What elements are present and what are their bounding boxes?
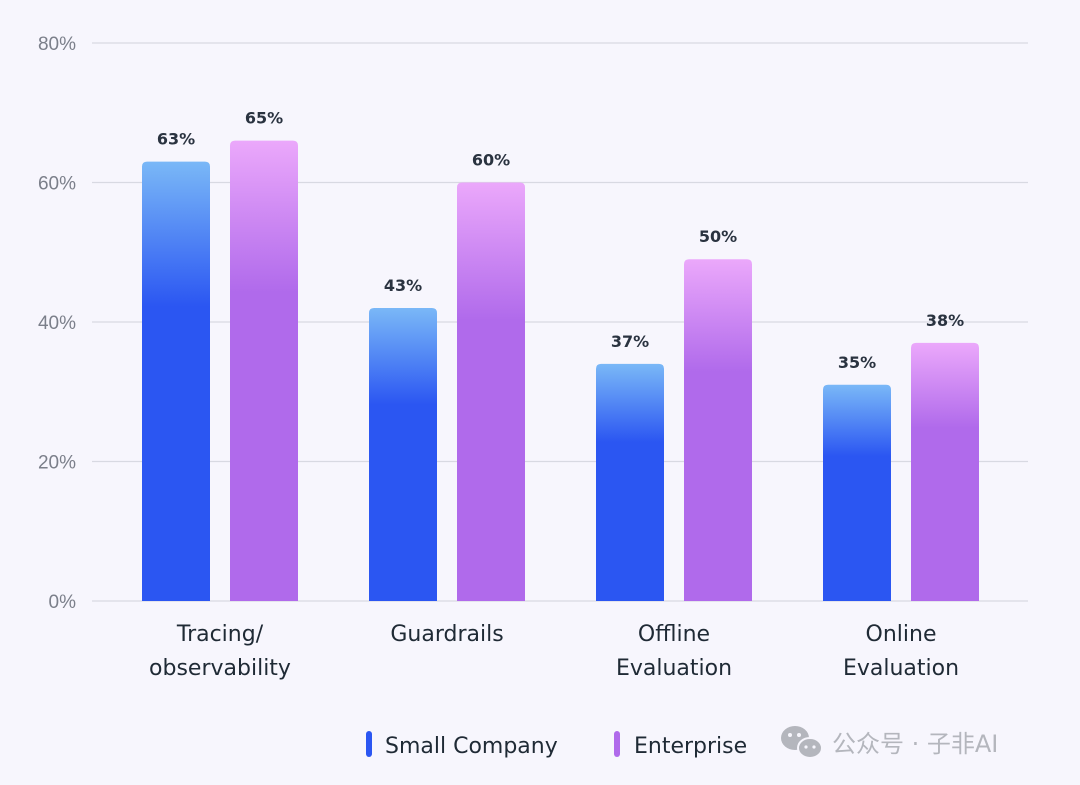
- value-label: 38%: [926, 311, 964, 330]
- x-category-label: Evaluation: [843, 656, 959, 681]
- wechat-icon: [781, 726, 823, 759]
- bar-small-company-1: [369, 308, 437, 601]
- legend-label-small-company: Small Company: [385, 734, 558, 759]
- value-label: 35%: [838, 353, 876, 372]
- x-axis-categories: Tracing/observability Guardrails Offline Ev…: [149, 622, 959, 681]
- y-tick-label: 80%: [38, 34, 76, 55]
- legend-swatch-small-company: [366, 731, 372, 757]
- value-labels: 63% 65% 43% 60% 37% 50% 35% 38%: [157, 109, 964, 372]
- y-tick-label: 60%: [38, 174, 76, 195]
- bar-small-company-3: [823, 384, 891, 601]
- value-label: 37%: [611, 332, 649, 351]
- x-category-label: Evaluation: [616, 656, 732, 681]
- value-label: 63%: [157, 130, 195, 149]
- x-category-label: Online: [866, 622, 937, 647]
- value-label: 43%: [384, 276, 422, 295]
- watermark: 公众号 · 子非AI: [781, 726, 998, 759]
- bar-enterprise-1: [457, 182, 525, 601]
- legend-swatch-enterprise: [614, 731, 620, 757]
- x-category-label: Tracing/: [176, 622, 264, 647]
- bar-enterprise-3: [911, 342, 979, 601]
- y-axis-ticks: 0% 20% 40% 60% 80%: [38, 34, 76, 613]
- y-tick-label: 20%: [38, 453, 76, 474]
- value-label: 65%: [245, 109, 283, 128]
- bars: [142, 140, 979, 601]
- bar-enterprise-2: [684, 259, 752, 601]
- watermark-text: 公众号 · 子非AI: [832, 730, 998, 758]
- legend: Small Company Enterprise: [366, 731, 747, 759]
- bar-enterprise-0: [230, 140, 298, 601]
- x-category-label: Offline: [638, 622, 710, 647]
- bar-small-company-0: [142, 161, 210, 601]
- y-tick-label: 40%: [38, 313, 76, 334]
- legend-label-enterprise: Enterprise: [634, 734, 747, 759]
- x-category-label: observability: [149, 656, 291, 681]
- value-label: 60%: [472, 151, 510, 170]
- y-tick-label: 0%: [49, 592, 77, 613]
- value-label: 50%: [699, 227, 737, 246]
- x-category-label: Guardrails: [390, 622, 503, 647]
- bar-small-company-2: [596, 363, 664, 601]
